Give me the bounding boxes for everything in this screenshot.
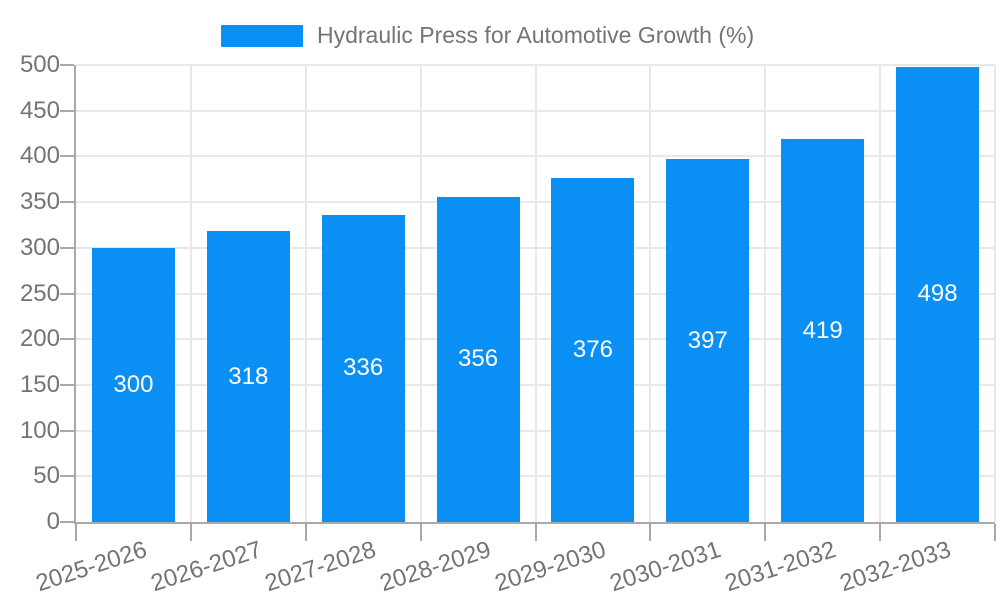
bar-value-label: 376 — [572, 336, 613, 364]
bar-value-label: 318 — [228, 362, 269, 390]
y-axis-tick — [60, 521, 74, 523]
x-axis-tick — [649, 524, 652, 541]
y-axis-tick — [60, 64, 74, 66]
y-axis-tick-label: 400 — [19, 142, 60, 170]
bar-2025-2026[interactable]: 300 — [91, 247, 175, 522]
plot-area: 0 50 100 150 200 250 300 350 400 450 500 300 2025-20… — [20, 51, 996, 597]
x-axis-tick-label: 2029-2030 — [491, 536, 610, 598]
gridline-vertical — [994, 65, 996, 522]
x-axis-tick-label: 2030-2031 — [606, 536, 725, 598]
y-axis-tick — [60, 246, 74, 249]
y-axis-tick-label: 150 — [19, 370, 60, 398]
bar-2028-2029[interactable]: 356 — [436, 196, 520, 522]
x-axis-tick — [764, 524, 767, 541]
legend-swatch — [221, 24, 303, 47]
y-axis-tick-label: 300 — [19, 233, 60, 261]
y-axis-tick — [60, 383, 74, 386]
y-axis-tick-label: 450 — [19, 96, 60, 124]
x-axis-tick-label: 2027-2028 — [262, 536, 380, 598]
x-axis-tick-label: 2026-2027 — [147, 536, 265, 598]
bar-2032-2033[interactable]: 498 — [896, 66, 980, 522]
y-axis-tick-label: 200 — [19, 325, 60, 353]
y-axis-tick-label: 250 — [19, 279, 60, 307]
gridline-vertical — [189, 65, 192, 522]
x-axis-tick-label: 2031-2032 — [721, 536, 840, 598]
bar-2027-2028[interactable]: 336 — [321, 214, 405, 522]
bar-value-label: 300 — [113, 370, 154, 398]
y-axis-tick-label: 0 — [46, 508, 60, 535]
legend-label: Hydraulic Press for Automotive Growth (%… — [317, 22, 755, 48]
x-axis-tick — [534, 524, 537, 541]
bar-value-label: 419 — [802, 316, 843, 344]
bar-value-label: 356 — [458, 345, 499, 373]
x-axis-tick — [994, 524, 996, 541]
y-axis-tick — [60, 429, 74, 432]
y-axis-tick-label: 350 — [19, 188, 60, 216]
gridline-vertical — [649, 65, 652, 522]
x-axis-tick — [189, 524, 192, 541]
bar-2029-2030[interactable]: 376 — [551, 178, 635, 522]
gridline-vertical — [879, 65, 882, 522]
gridline-vertical — [534, 65, 537, 522]
bar-value-label: 498 — [917, 280, 958, 308]
x-axis-tick-label: 2025-2026 — [32, 536, 150, 598]
x-axis-tick-label: 2028-2029 — [376, 536, 495, 598]
bar-2026-2027[interactable]: 318 — [206, 231, 290, 522]
y-axis-tick — [60, 155, 74, 158]
gridline-vertical — [419, 65, 422, 522]
bar-2031-2032[interactable]: 419 — [781, 139, 865, 522]
y-axis-tick — [60, 338, 74, 341]
x-axis-tick — [419, 524, 422, 541]
y-axis-tick — [60, 201, 74, 204]
y-axis-tick — [60, 109, 74, 112]
chart-legend[interactable]: Hydraulic Press for Automotive Growth (%… — [221, 22, 754, 49]
bar-value-label: 336 — [343, 354, 384, 382]
y-axis-tick-label: 100 — [19, 416, 60, 444]
x-axis-tick-label: 2032-2033 — [836, 536, 954, 598]
bar-2030-2031[interactable]: 397 — [666, 159, 750, 522]
gridline-vertical — [304, 65, 307, 522]
x-axis-tick — [879, 524, 882, 541]
y-axis-tick-label: 500 — [19, 51, 60, 78]
x-axis-tick — [304, 524, 307, 541]
bar-value-label: 397 — [687, 326, 728, 354]
y-axis-tick — [60, 475, 74, 478]
gridline-vertical — [764, 65, 767, 522]
y-axis-tick — [60, 292, 74, 295]
x-axis-tick — [75, 524, 77, 541]
y-axis-tick-label: 50 — [33, 462, 60, 490]
